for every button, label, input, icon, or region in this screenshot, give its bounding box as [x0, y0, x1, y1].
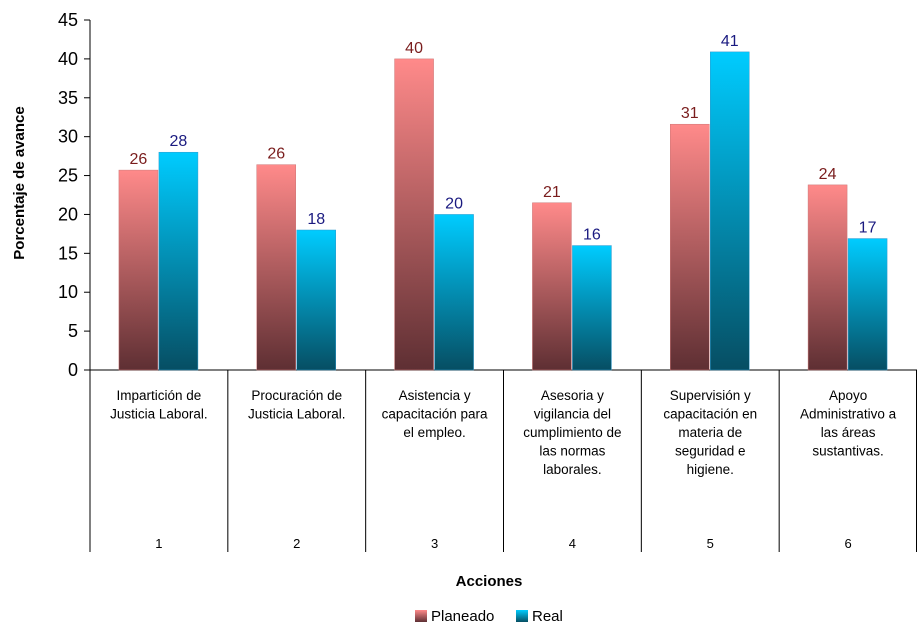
- bar-planeado: [670, 123, 710, 371]
- legend-label-real: Real: [532, 608, 563, 625]
- x-category-label-line: cumplimiento de: [523, 425, 621, 440]
- data-label-real: 20: [445, 195, 463, 212]
- x-category-label-line: Impartición de: [117, 388, 202, 403]
- data-label-planeado: 26: [130, 151, 148, 168]
- x-category-label-line: higiene.: [687, 462, 734, 477]
- y-axis-title: Porcentaje de avance: [11, 106, 28, 259]
- x-category-label-line: laborales.: [543, 462, 602, 477]
- x-category-number: 5: [707, 536, 714, 551]
- x-category-label: Asesoria y vigilancia del cumplimiento de l…: [523, 388, 621, 477]
- data-label-planeado: 31: [681, 105, 699, 122]
- y-tick-label: 10: [58, 282, 78, 302]
- x-axis-title: Acciones: [456, 573, 523, 590]
- x-category-label-line: el empleo.: [403, 425, 465, 440]
- x-category-label-line: materia de: [678, 425, 742, 440]
- y-tick-label: 20: [58, 204, 78, 224]
- x-category-label-line: Procuración de: [251, 388, 342, 403]
- x-category-number: 4: [569, 536, 576, 551]
- x-category-label: Apoyo Administrativo a las áreas sustantiva…: [800, 388, 897, 459]
- bar-planeado: [256, 164, 296, 371]
- y-tick-label: 40: [58, 49, 78, 69]
- bar-real: [572, 245, 612, 371]
- legend: Planeado Real: [415, 608, 563, 625]
- x-category-label: Procuración de Justicia Laboral.: [248, 388, 346, 422]
- x-category-label-line: seguridad e: [675, 444, 746, 459]
- x-category-label-line: capacitación en: [663, 407, 757, 422]
- bar-real: [158, 151, 199, 371]
- x-category-label: Supervisión y capacitación en materia de se…: [663, 388, 757, 477]
- data-label-real: 18: [307, 211, 325, 228]
- x-category-label: Impartición de Justicia Laboral.: [110, 388, 208, 422]
- bar-real: [847, 238, 888, 371]
- y-tick-label: 15: [58, 243, 78, 263]
- data-label-real: 41: [721, 33, 739, 50]
- data-label-planeado: 24: [819, 166, 837, 183]
- bar-planeado: [532, 202, 572, 371]
- bar-real: [296, 229, 336, 371]
- x-category-number: 2: [293, 536, 300, 551]
- bar-real: [434, 214, 474, 371]
- x-category-number: 3: [431, 536, 438, 551]
- x-category-label-line: vigilancia del: [534, 407, 611, 422]
- x-category-label-line: Administrativo a: [800, 407, 897, 422]
- data-label-planeado: 21: [543, 184, 561, 201]
- legend-swatch-planeado: [415, 610, 427, 622]
- x-category-label-line: capacitación para: [382, 407, 488, 422]
- x-category-label-line: Justicia Laboral.: [110, 407, 208, 422]
- x-category-label-line: Apoyo: [829, 388, 867, 403]
- data-label-real: 17: [859, 220, 877, 237]
- x-category-label-line: Asistencia y: [399, 388, 471, 403]
- legend-label-planeado: Planeado: [431, 608, 494, 625]
- bar-planeado: [118, 169, 159, 371]
- legend-swatch-real: [516, 610, 528, 622]
- bars: [118, 51, 888, 371]
- y-tick-label: 5: [68, 321, 78, 341]
- data-label-real: 16: [583, 227, 601, 244]
- data-label-planeado: 26: [267, 146, 285, 163]
- x-category-label-line: las normas: [539, 444, 605, 459]
- y-tick-label: 45: [58, 10, 78, 30]
- data-labels: 26 28 26 18 40 20 21 16 31 41 24 17: [130, 33, 877, 244]
- bar-planeado: [394, 58, 434, 371]
- data-label-planeado: 40: [405, 40, 423, 57]
- y-tick-label: 30: [58, 127, 78, 147]
- x-category-label-line: Supervisión y: [670, 388, 751, 403]
- y-tick-label: 0: [68, 360, 78, 380]
- y-tick-label: 35: [58, 88, 78, 108]
- x-category-label: Asistencia y capacitación para el empleo.: [382, 388, 488, 440]
- x-category-label-line: Asesoria y: [541, 388, 604, 403]
- bar-planeado: [807, 184, 848, 371]
- x-category-label-line: las áreas: [821, 425, 876, 440]
- x-category-label-line: Justicia Laboral.: [248, 407, 346, 422]
- x-category-label-line: sustantivas.: [812, 444, 883, 459]
- x-category-number: 1: [155, 536, 162, 551]
- bar-real: [710, 51, 750, 371]
- y-tick-label: 25: [58, 166, 78, 186]
- data-label-real: 28: [170, 133, 188, 150]
- x-category-number: 6: [844, 536, 851, 551]
